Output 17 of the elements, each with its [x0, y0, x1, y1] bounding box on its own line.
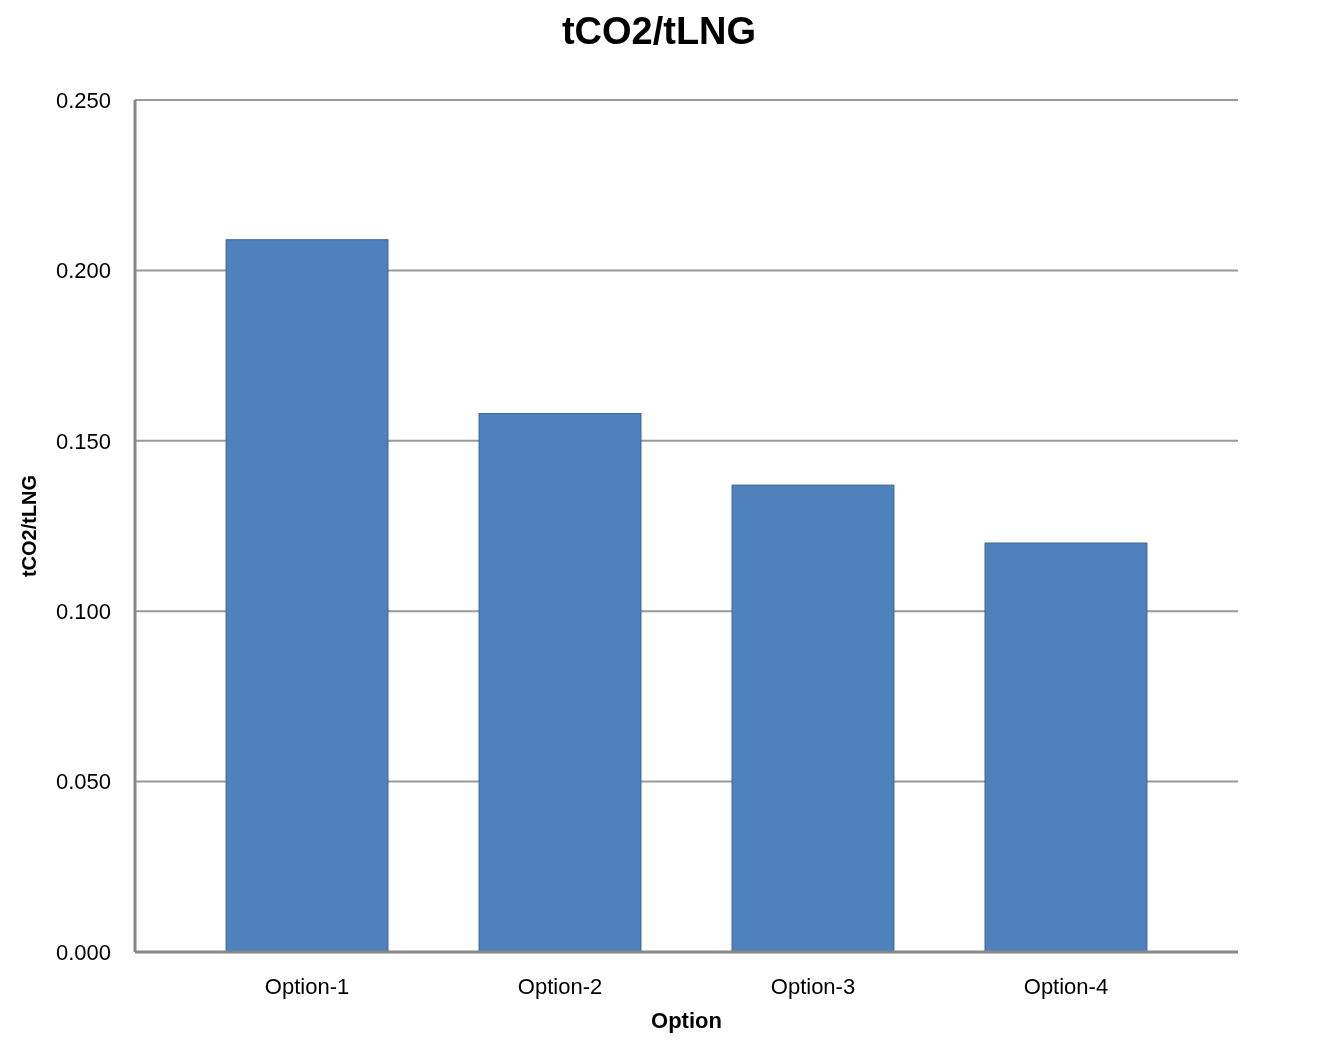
y-tick-label: 0.000: [55, 939, 111, 965]
bar: [478, 413, 642, 953]
y-tick-label: 0.200: [55, 258, 111, 284]
bar: [731, 484, 895, 953]
y-axis-title: tCO2/tLNG: [18, 474, 40, 578]
bar: [225, 239, 389, 953]
y-tick-label: 0.050: [55, 769, 111, 795]
bar: [984, 542, 1148, 953]
y-tick-label: 0.150: [55, 428, 111, 454]
x-tick-label: Option-1: [264, 974, 350, 999]
y-tick-label: 0.250: [55, 87, 111, 113]
x-tick-label: Option-2: [517, 974, 603, 999]
x-tick-label: Option-3: [770, 974, 856, 999]
x-tick-label: Option-4: [1023, 974, 1109, 999]
chart-title: tCO2/tLNG: [561, 10, 757, 52]
x-axis-title: Option: [651, 1008, 722, 1033]
y-tick-label: 0.100: [55, 598, 111, 624]
